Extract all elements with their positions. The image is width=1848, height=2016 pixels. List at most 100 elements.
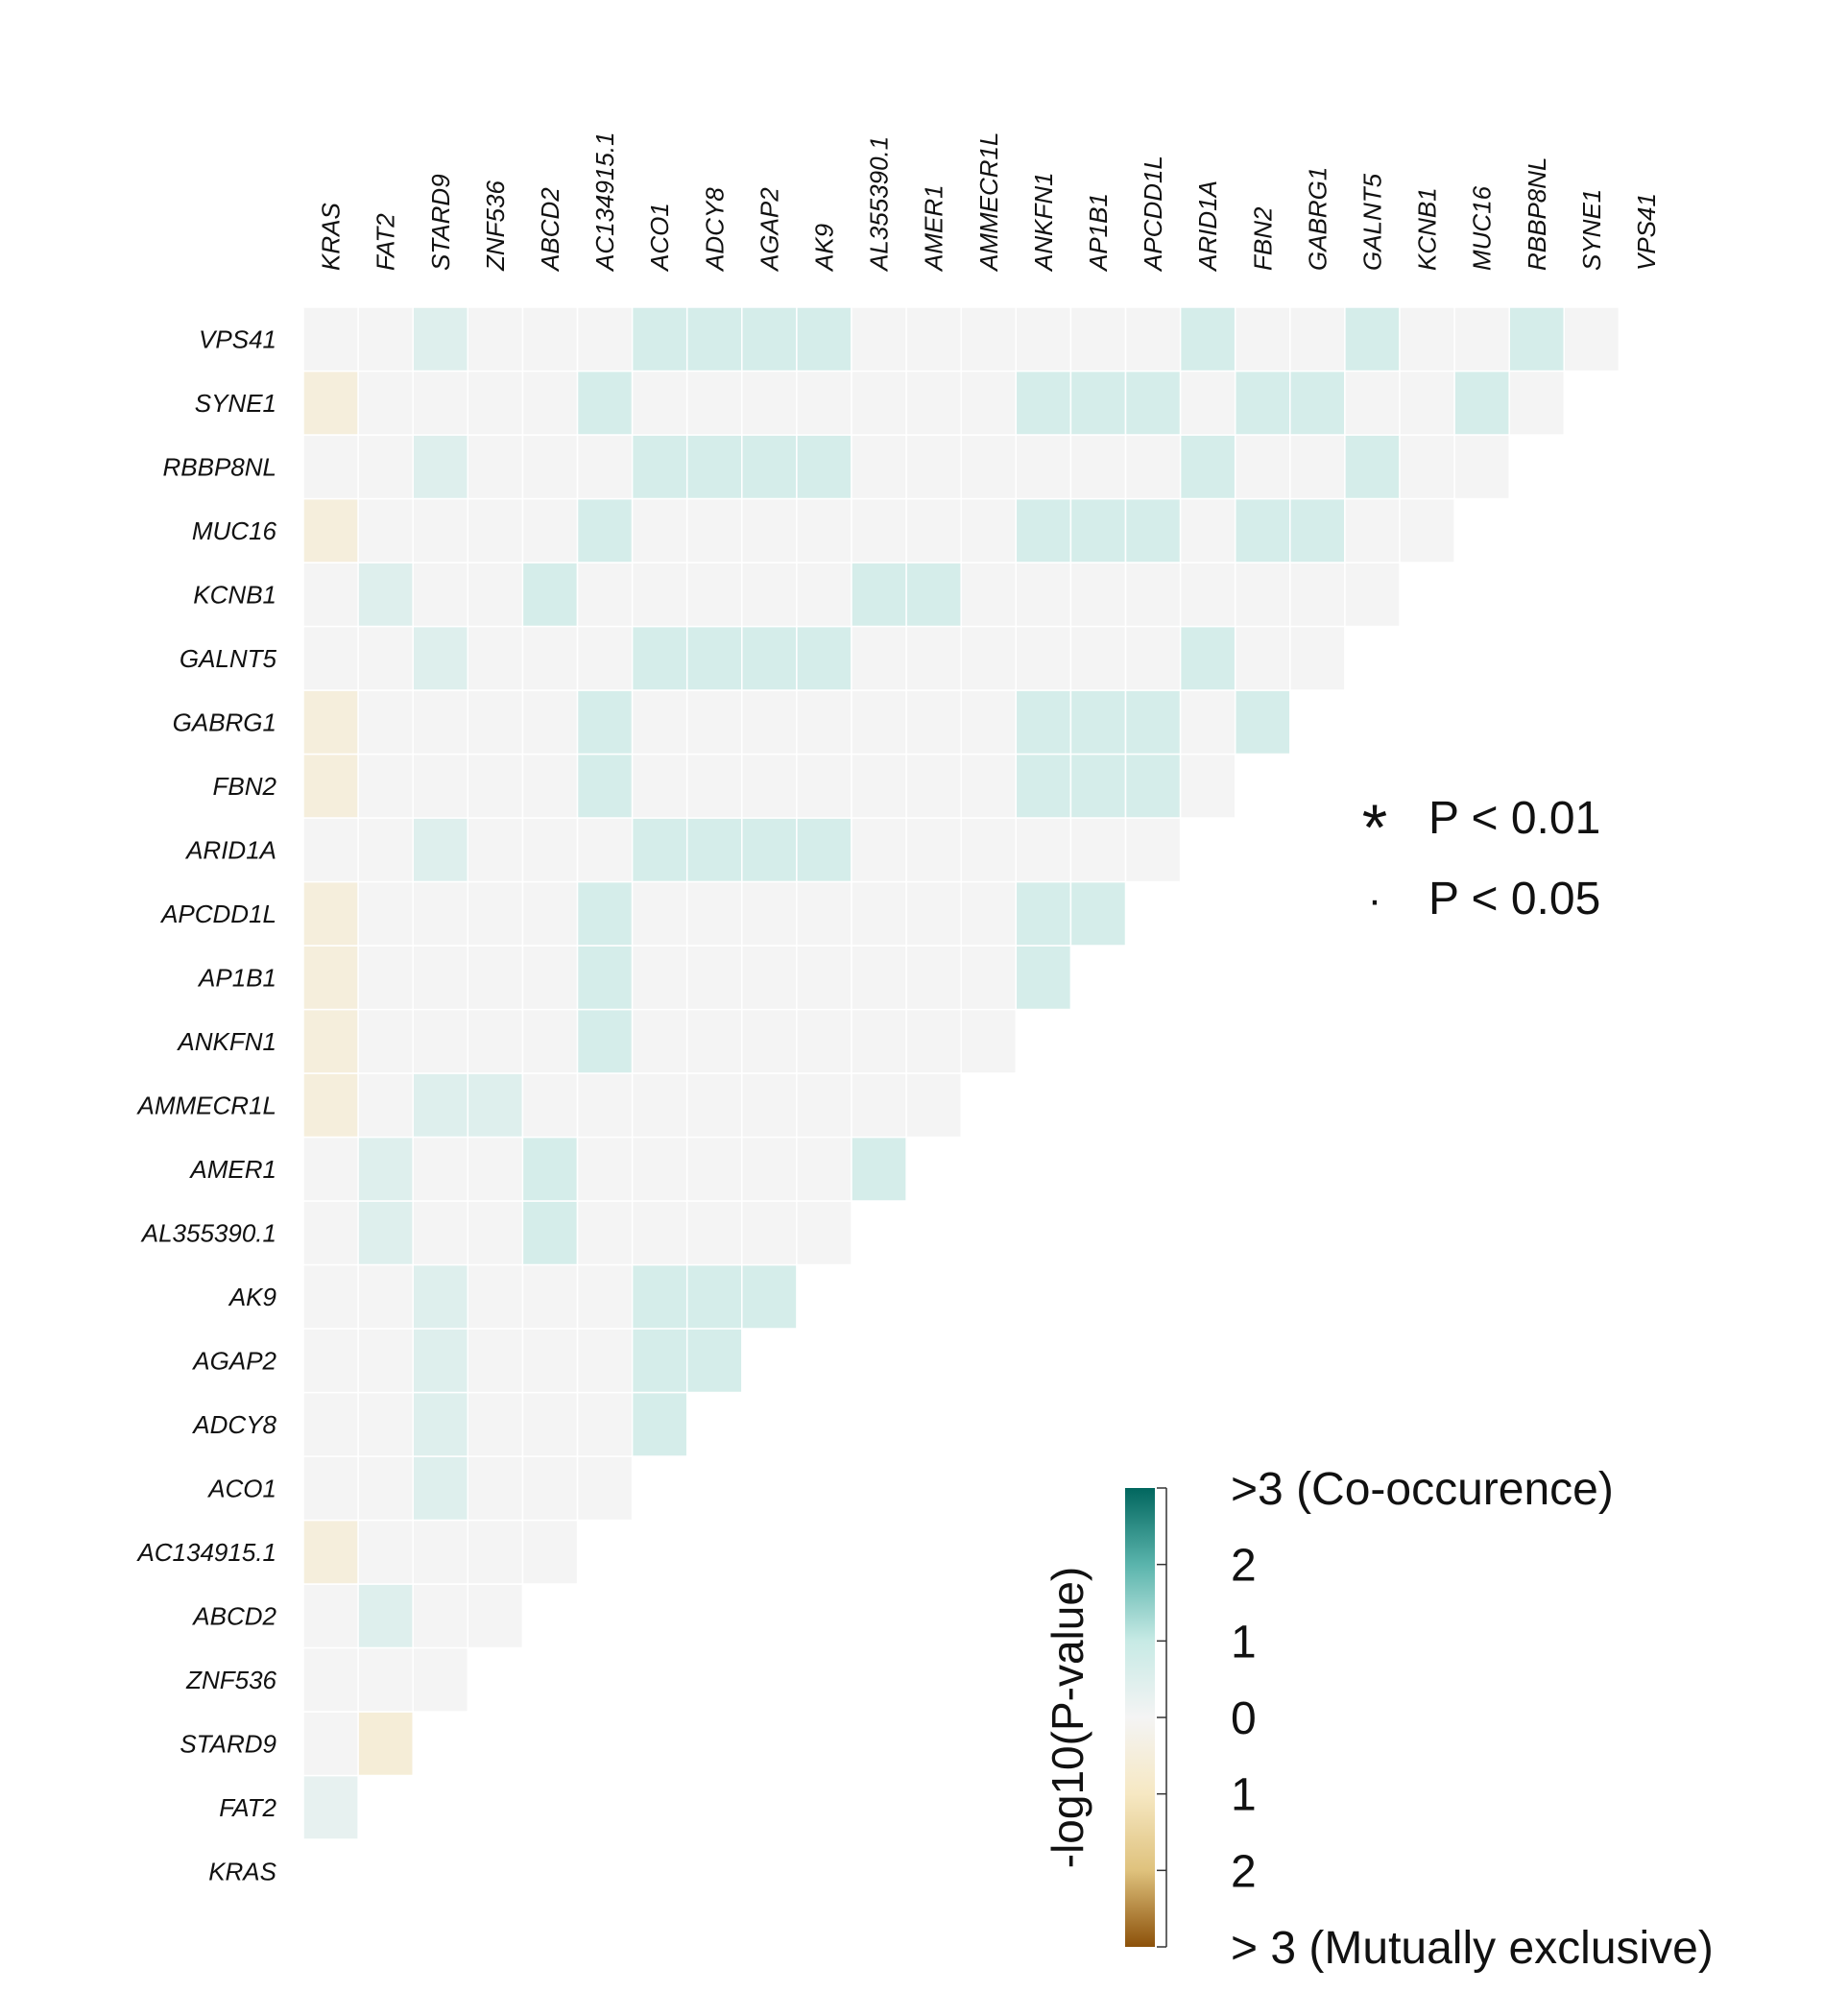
cell-ap1b1-znf536 [467, 945, 524, 1011]
cell-muc16-al355390-1 [851, 497, 907, 564]
cell-ammecr1l-amer1 [905, 1072, 962, 1139]
colorbar-gradient [1125, 1488, 1155, 1947]
cell-arid1a-adcy8 [685, 817, 743, 883]
cell-stard9-kras [302, 1711, 359, 1777]
cell-amer1-abcd2 [521, 1136, 579, 1202]
cell-vps41-ankfn1 [1015, 306, 1072, 372]
column-label-aco1: ACO1 [645, 203, 674, 273]
cell-syne1-fat2 [357, 370, 414, 436]
cell-syne1-ac134915-1 [576, 370, 634, 436]
colorbar-title: -log10(P-value) [1043, 1567, 1092, 1868]
row-label-kras: KRAS [208, 1857, 276, 1885]
cell-ap1b1-ammecr1l [960, 945, 1018, 1011]
cell-syne1-al355390-1 [851, 370, 907, 436]
cell-ankfn1-ac134915-1 [576, 1008, 634, 1074]
column-label-fat2: FAT2 [372, 213, 400, 271]
cell-galnt5-ammecr1l [960, 625, 1018, 691]
cell-arid1a-al355390-1 [851, 817, 907, 883]
cell-ac134915-1-znf536 [467, 1519, 524, 1585]
cell-vps41-amer1 [905, 306, 962, 372]
row-labels: KRAS FAT2 STARD9 ZNF536 ABCD2 AC134915.1 ACO1 A… [135, 324, 276, 1885]
cell-muc16-znf536 [467, 497, 524, 564]
cell-rbbp8nl-kras [302, 434, 359, 500]
cell-znf536-stard9 [412, 1646, 469, 1713]
column-label-kcnb1: KCNB1 [1413, 187, 1442, 271]
cell-amer1-aco1 [631, 1136, 688, 1202]
cell-muc16-arid1a [1179, 497, 1236, 564]
cell-muc16-amer1 [905, 497, 962, 564]
cell-agap2-abcd2 [521, 1328, 579, 1394]
cell-ankfn1-ammecr1l [960, 1008, 1018, 1074]
cell-kcnb1-al355390-1 [851, 562, 907, 628]
column-label-rbbp8nl: RBBP8NL [1523, 157, 1551, 272]
cell-galnt5-al355390-1 [851, 625, 907, 691]
cell-syne1-rbbp8nl [1508, 370, 1566, 436]
cell-fbn2-znf536 [467, 753, 524, 819]
column-label-ap1b1: AP1B1 [1084, 193, 1113, 273]
cell-adcy8-znf536 [467, 1391, 524, 1457]
cell-kcnb1-kras [302, 562, 359, 628]
cell-amer1-ak9 [796, 1136, 852, 1202]
cell-muc16-ammecr1l [960, 497, 1018, 564]
cell-fbn2-ammecr1l [960, 753, 1018, 819]
cell-arid1a-fat2 [357, 817, 414, 883]
cell-galnt5-apcdd1l [1124, 625, 1182, 691]
cell-rbbp8nl-kcnb1 [1399, 434, 1455, 500]
cell-apcdd1l-aco1 [631, 880, 688, 947]
cell-vps41-kcnb1 [1399, 306, 1455, 372]
cell-syne1-apcdd1l [1124, 370, 1182, 436]
cell-rbbp8nl-ammecr1l [960, 434, 1018, 500]
cell-ap1b1-ak9 [796, 945, 852, 1011]
row-label-fat2: FAT2 [219, 1793, 276, 1822]
cell-kcnb1-fbn2 [1234, 562, 1291, 628]
column-labels: KRAS FAT2 STARD9 ZNF536 ABCD2 AC134915.1 ACO1 A… [317, 132, 1661, 273]
cell-ankfn1-amer1 [905, 1008, 962, 1074]
cell-muc16-ak9 [796, 497, 852, 564]
cell-ankfn1-kras [302, 1008, 359, 1074]
cell-rbbp8nl-znf536 [467, 434, 524, 500]
cell-syne1-ankfn1 [1015, 370, 1072, 436]
cell-agap2-ac134915-1 [576, 1328, 634, 1394]
cell-fbn2-fat2 [357, 753, 414, 819]
cell-amer1-stard9 [412, 1136, 469, 1202]
cell-galnt5-gabrg1 [1289, 625, 1346, 691]
row-label-gabrg1: GABRG1 [173, 708, 276, 736]
cell-muc16-fat2 [357, 497, 414, 564]
cell-vps41-muc16 [1453, 306, 1510, 372]
cell-kcnb1-apcdd1l [1124, 562, 1182, 628]
cell-galnt5-adcy8 [685, 625, 743, 691]
cell-kcnb1-znf536 [467, 562, 524, 628]
cell-ammecr1l-stard9 [412, 1072, 469, 1139]
cell-syne1-aco1 [631, 370, 688, 436]
cell-gabrg1-al355390-1 [851, 689, 907, 756]
cell-fbn2-adcy8 [685, 753, 743, 819]
cell-abcd2-stard9 [412, 1583, 469, 1649]
cell-znf536-fat2 [357, 1646, 414, 1713]
cell-vps41-galnt5 [1344, 306, 1401, 372]
cell-al355390-1-aco1 [631, 1200, 688, 1266]
cell-vps41-syne1 [1563, 306, 1620, 372]
row-label-ankfn1: ANKFN1 [176, 1027, 276, 1056]
cell-aco1-stard9 [412, 1455, 469, 1522]
cell-ap1b1-ac134915-1 [576, 945, 634, 1011]
column-label-fbn2: FBN2 [1248, 206, 1277, 271]
cell-ankfn1-stard9 [412, 1008, 469, 1074]
cell-gabrg1-agap2 [741, 689, 798, 756]
cell-ankfn1-ak9 [796, 1008, 852, 1074]
cell-syne1-adcy8 [685, 370, 743, 436]
row-label-muc16: MUC16 [192, 516, 277, 545]
cell-stard9-fat2 [357, 1711, 414, 1777]
cell-apcdd1l-znf536 [467, 880, 524, 947]
cell-agap2-stard9 [412, 1328, 469, 1394]
cell-rbbp8nl-ap1b1 [1069, 434, 1127, 500]
cell-kcnb1-gabrg1 [1289, 562, 1346, 628]
cell-gabrg1-apcdd1l [1124, 689, 1182, 756]
cell-rbbp8nl-arid1a [1179, 434, 1236, 500]
cell-fbn2-arid1a [1179, 753, 1236, 819]
cell-ap1b1-stard9 [412, 945, 469, 1011]
cell-kcnb1-fat2 [357, 562, 414, 628]
row-label-kcnb1: KCNB1 [193, 580, 276, 609]
cell-vps41-aco1 [631, 306, 688, 372]
significance-legend: * P < 0.01 · P < 0.05 [1362, 791, 1601, 924]
column-label-ankfn1: ANKFN1 [1029, 172, 1058, 273]
